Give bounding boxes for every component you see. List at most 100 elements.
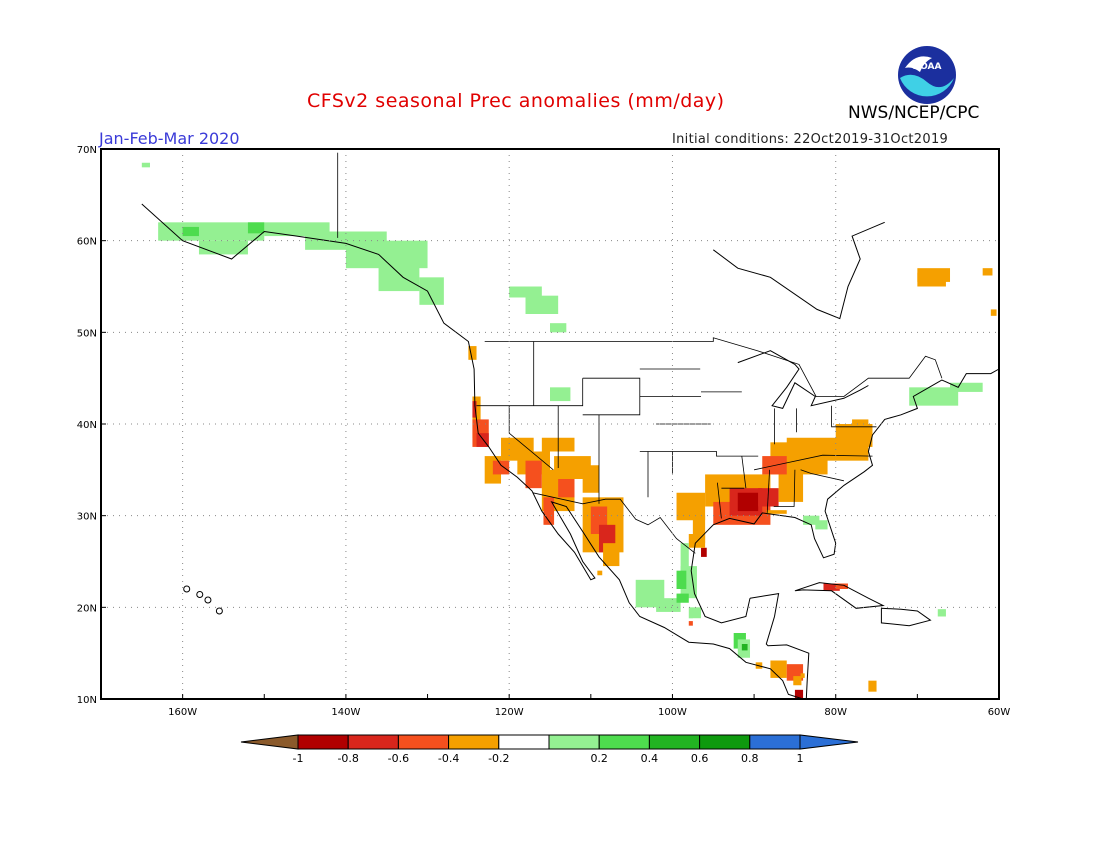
colorbar-tick-label: 0.8 xyxy=(741,752,759,765)
anomaly-cell xyxy=(982,268,993,276)
hawaii-island xyxy=(183,585,191,593)
anomaly-cell xyxy=(525,295,559,314)
anomaly-cell xyxy=(603,543,620,567)
state-border xyxy=(800,469,844,482)
coastline-hispaniola xyxy=(880,607,932,627)
anomaly-cells xyxy=(141,162,997,699)
anomaly-cell xyxy=(778,469,804,502)
colorbar: -1 -0.8 -0.6 -0.4 -0.2 0.2 0.4 0.6 0.8 1 xyxy=(240,734,859,765)
coastline-central-america xyxy=(749,592,810,700)
anomaly-cell xyxy=(597,570,603,576)
colorbar-segment xyxy=(749,734,801,750)
coastline-hudson-bay xyxy=(712,221,885,320)
state-border xyxy=(831,405,877,428)
state-border xyxy=(773,469,796,507)
anomaly-cell xyxy=(803,515,820,525)
anomaly-cell xyxy=(656,598,681,612)
colorbar-segment xyxy=(548,734,600,750)
state-border xyxy=(717,482,722,519)
colorbar-tick-label: 0.2 xyxy=(590,752,608,765)
lon-label: 100W xyxy=(658,707,687,718)
forecast-period: Jan-Feb-Mar 2020 xyxy=(99,129,240,148)
anomaly-cell xyxy=(468,346,477,360)
colorbar-segment xyxy=(448,734,500,750)
lon-label: 140W xyxy=(331,707,360,718)
colorbar-tick-label: -0.2 xyxy=(488,752,509,765)
anomaly-cell xyxy=(794,689,804,699)
colorbar-tick-label: 1 xyxy=(797,752,804,765)
lon-label: 80W xyxy=(824,707,847,718)
coastline-west xyxy=(141,203,804,700)
anomaly-cell xyxy=(688,607,702,619)
anomaly-cell xyxy=(852,419,869,429)
coastline-cuba xyxy=(794,582,885,609)
anomaly-cell xyxy=(990,309,997,316)
anomaly-cell xyxy=(378,249,420,292)
anomaly-cell xyxy=(198,240,248,255)
state-border xyxy=(741,456,747,489)
anomaly-cell xyxy=(141,162,150,168)
anomaly-cell xyxy=(688,621,693,626)
anomaly-cell xyxy=(950,382,983,392)
anomaly-cell xyxy=(793,676,802,686)
colorbar-tick-label: -1 xyxy=(293,752,304,765)
colorbar-tick-label: 0.4 xyxy=(641,752,659,765)
anomaly-cell xyxy=(525,460,542,489)
anomaly-cell xyxy=(676,593,689,603)
anomaly-cell xyxy=(182,226,199,237)
anomaly-cell xyxy=(472,401,477,418)
colorbar-segment xyxy=(297,734,349,750)
lon-label: 160W xyxy=(168,707,197,718)
hawaii-island xyxy=(204,596,212,604)
agency-label: NWS/NCEP/CPC xyxy=(848,103,980,123)
map-title: CFSv2 seasonal Prec anomalies (mm/day) xyxy=(307,90,725,112)
anomaly-cell xyxy=(419,277,444,305)
lat-label: 40N xyxy=(77,420,97,431)
colorbar-segment xyxy=(648,734,701,750)
lon-label: 120W xyxy=(495,707,524,718)
latitude-labels: 70N 60N 50N 40N 30N 20N 10N xyxy=(77,145,97,706)
border-us-mexico xyxy=(532,492,696,554)
anomaly-cell xyxy=(800,673,805,678)
anomaly-cell xyxy=(917,272,946,287)
anomaly-cell xyxy=(701,547,707,557)
anomaly-cell xyxy=(741,644,748,651)
noaa-logo-icon: NOAA xyxy=(898,46,956,104)
colorbar-arrow-low xyxy=(240,734,299,750)
state-border xyxy=(476,378,584,407)
anomaly-cell xyxy=(582,465,599,493)
anomaly-cell xyxy=(815,520,828,530)
anomaly-cell xyxy=(692,618,702,626)
anomaly-cell xyxy=(680,543,689,571)
colorbar-segment xyxy=(347,734,399,750)
anomaly-cell xyxy=(737,492,759,512)
state-border xyxy=(582,377,641,416)
lat-label: 50N xyxy=(77,328,97,339)
colorbar-segment xyxy=(397,734,450,750)
colorbar-arrow-high xyxy=(799,734,859,750)
lat-label: 10N xyxy=(77,695,97,706)
state-border xyxy=(766,469,770,513)
anomaly-cell xyxy=(835,424,873,447)
lon-label: 60W xyxy=(988,707,1011,718)
colorbar-tick-label: 0.6 xyxy=(691,752,709,765)
lat-label: 60N xyxy=(77,237,97,248)
lat-label: 70N xyxy=(77,145,97,156)
anomaly-cell xyxy=(509,286,542,298)
border-us-canada xyxy=(484,337,943,397)
coastline-great-lakes xyxy=(737,350,869,409)
anomaly-cell xyxy=(554,456,591,479)
anomaly-cell xyxy=(676,570,687,589)
colorbar-segment xyxy=(699,734,751,750)
coastlines xyxy=(141,203,1000,700)
svg-text:NOAA: NOAA xyxy=(913,62,942,72)
anomaly-cell xyxy=(550,323,567,333)
lat-label: 20N xyxy=(77,603,97,614)
hawaii-island xyxy=(196,591,204,598)
colorbar-tick-label: -0.4 xyxy=(438,752,459,765)
anomaly-cell xyxy=(247,222,265,234)
state-border xyxy=(508,405,554,471)
coastline-east xyxy=(690,368,1000,624)
anomaly-cell xyxy=(835,583,848,589)
